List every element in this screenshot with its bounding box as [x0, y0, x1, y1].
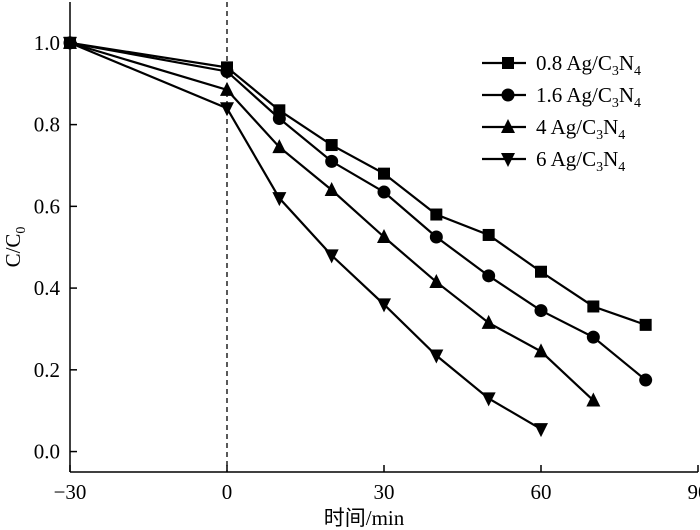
- legend-label: 6 Ag/C3N4: [536, 147, 625, 175]
- legend-marker: [501, 88, 515, 102]
- legend-label: 4 Ag/C3N4: [536, 115, 625, 143]
- legend-marker: [502, 57, 514, 69]
- data-point: [639, 373, 653, 387]
- data-point: [535, 265, 547, 278]
- data-point: [377, 185, 391, 199]
- legend-item: 6 Ag/C3N4: [482, 147, 625, 175]
- data-point: [272, 111, 286, 125]
- series-line: [69, 41, 542, 431]
- series-1: [64, 36, 652, 331]
- data-point: [220, 64, 234, 78]
- data-point: [220, 81, 234, 96]
- y-axis-title: C/C0: [1, 227, 29, 268]
- data-point: [586, 330, 600, 344]
- data-point: [481, 314, 496, 329]
- x-axis-title: 时间/min: [324, 506, 405, 530]
- data-point: [272, 192, 287, 207]
- y-tick-label: 0.2: [34, 358, 60, 382]
- data-point: [430, 208, 443, 221]
- data-point: [429, 273, 444, 288]
- series-line: [69, 41, 595, 402]
- y-tick-label: 0.0: [34, 440, 60, 464]
- data-point: [482, 228, 495, 241]
- x-tick-label: 0: [222, 480, 233, 504]
- data-point: [534, 343, 548, 358]
- series-line: [69, 41, 647, 326]
- data-point: [324, 249, 339, 264]
- data-point: [378, 167, 390, 180]
- y-tick-label: 0.6: [34, 194, 60, 218]
- series-4: [63, 36, 548, 438]
- y-tick-label: 0.8: [34, 113, 60, 137]
- series-line: [69, 41, 647, 381]
- data-point: [534, 423, 548, 438]
- data-point: [429, 230, 443, 244]
- legend: 0.8 Ag/C3N4 1.6 Ag/C3N4 4 Ag/C3N4 6 Ag/C3N4: [482, 51, 641, 175]
- y-tick-label: 0.4: [34, 276, 61, 300]
- data-point: [220, 102, 234, 117]
- legend-marker: [501, 119, 515, 133]
- legend-item: 4 Ag/C3N4: [482, 115, 625, 143]
- data-point: [324, 182, 339, 196]
- data-point: [481, 392, 496, 407]
- legend-item: 1.6 Ag/C3N4: [482, 83, 641, 111]
- data-point: [482, 269, 496, 283]
- plot-area: [63, 34, 653, 438]
- x-tick-label: 90: [688, 480, 700, 504]
- data-point: [63, 36, 77, 51]
- series-3: [63, 34, 601, 407]
- x-tick-label: −30: [54, 480, 87, 504]
- data-point: [272, 139, 287, 154]
- data-point: [429, 349, 444, 364]
- data-point: [325, 154, 339, 168]
- legend-label: 1.6 Ag/C3N4: [536, 83, 641, 111]
- legend-item: 0.8 Ag/C3N4: [482, 51, 641, 79]
- legend-label: 0.8 Ag/C3N4: [536, 51, 641, 79]
- data-point: [587, 300, 600, 313]
- data-point: [639, 318, 652, 331]
- x-tick-label: 60: [531, 480, 552, 504]
- y-tick-label: 1.0: [34, 31, 60, 55]
- x-tick-label: 30: [374, 480, 395, 504]
- data-point: [586, 392, 601, 407]
- data-point: [325, 139, 338, 152]
- data-point: [377, 229, 391, 243]
- legend-marker: [501, 153, 515, 167]
- data-point: [534, 304, 548, 318]
- data-point: [377, 298, 391, 313]
